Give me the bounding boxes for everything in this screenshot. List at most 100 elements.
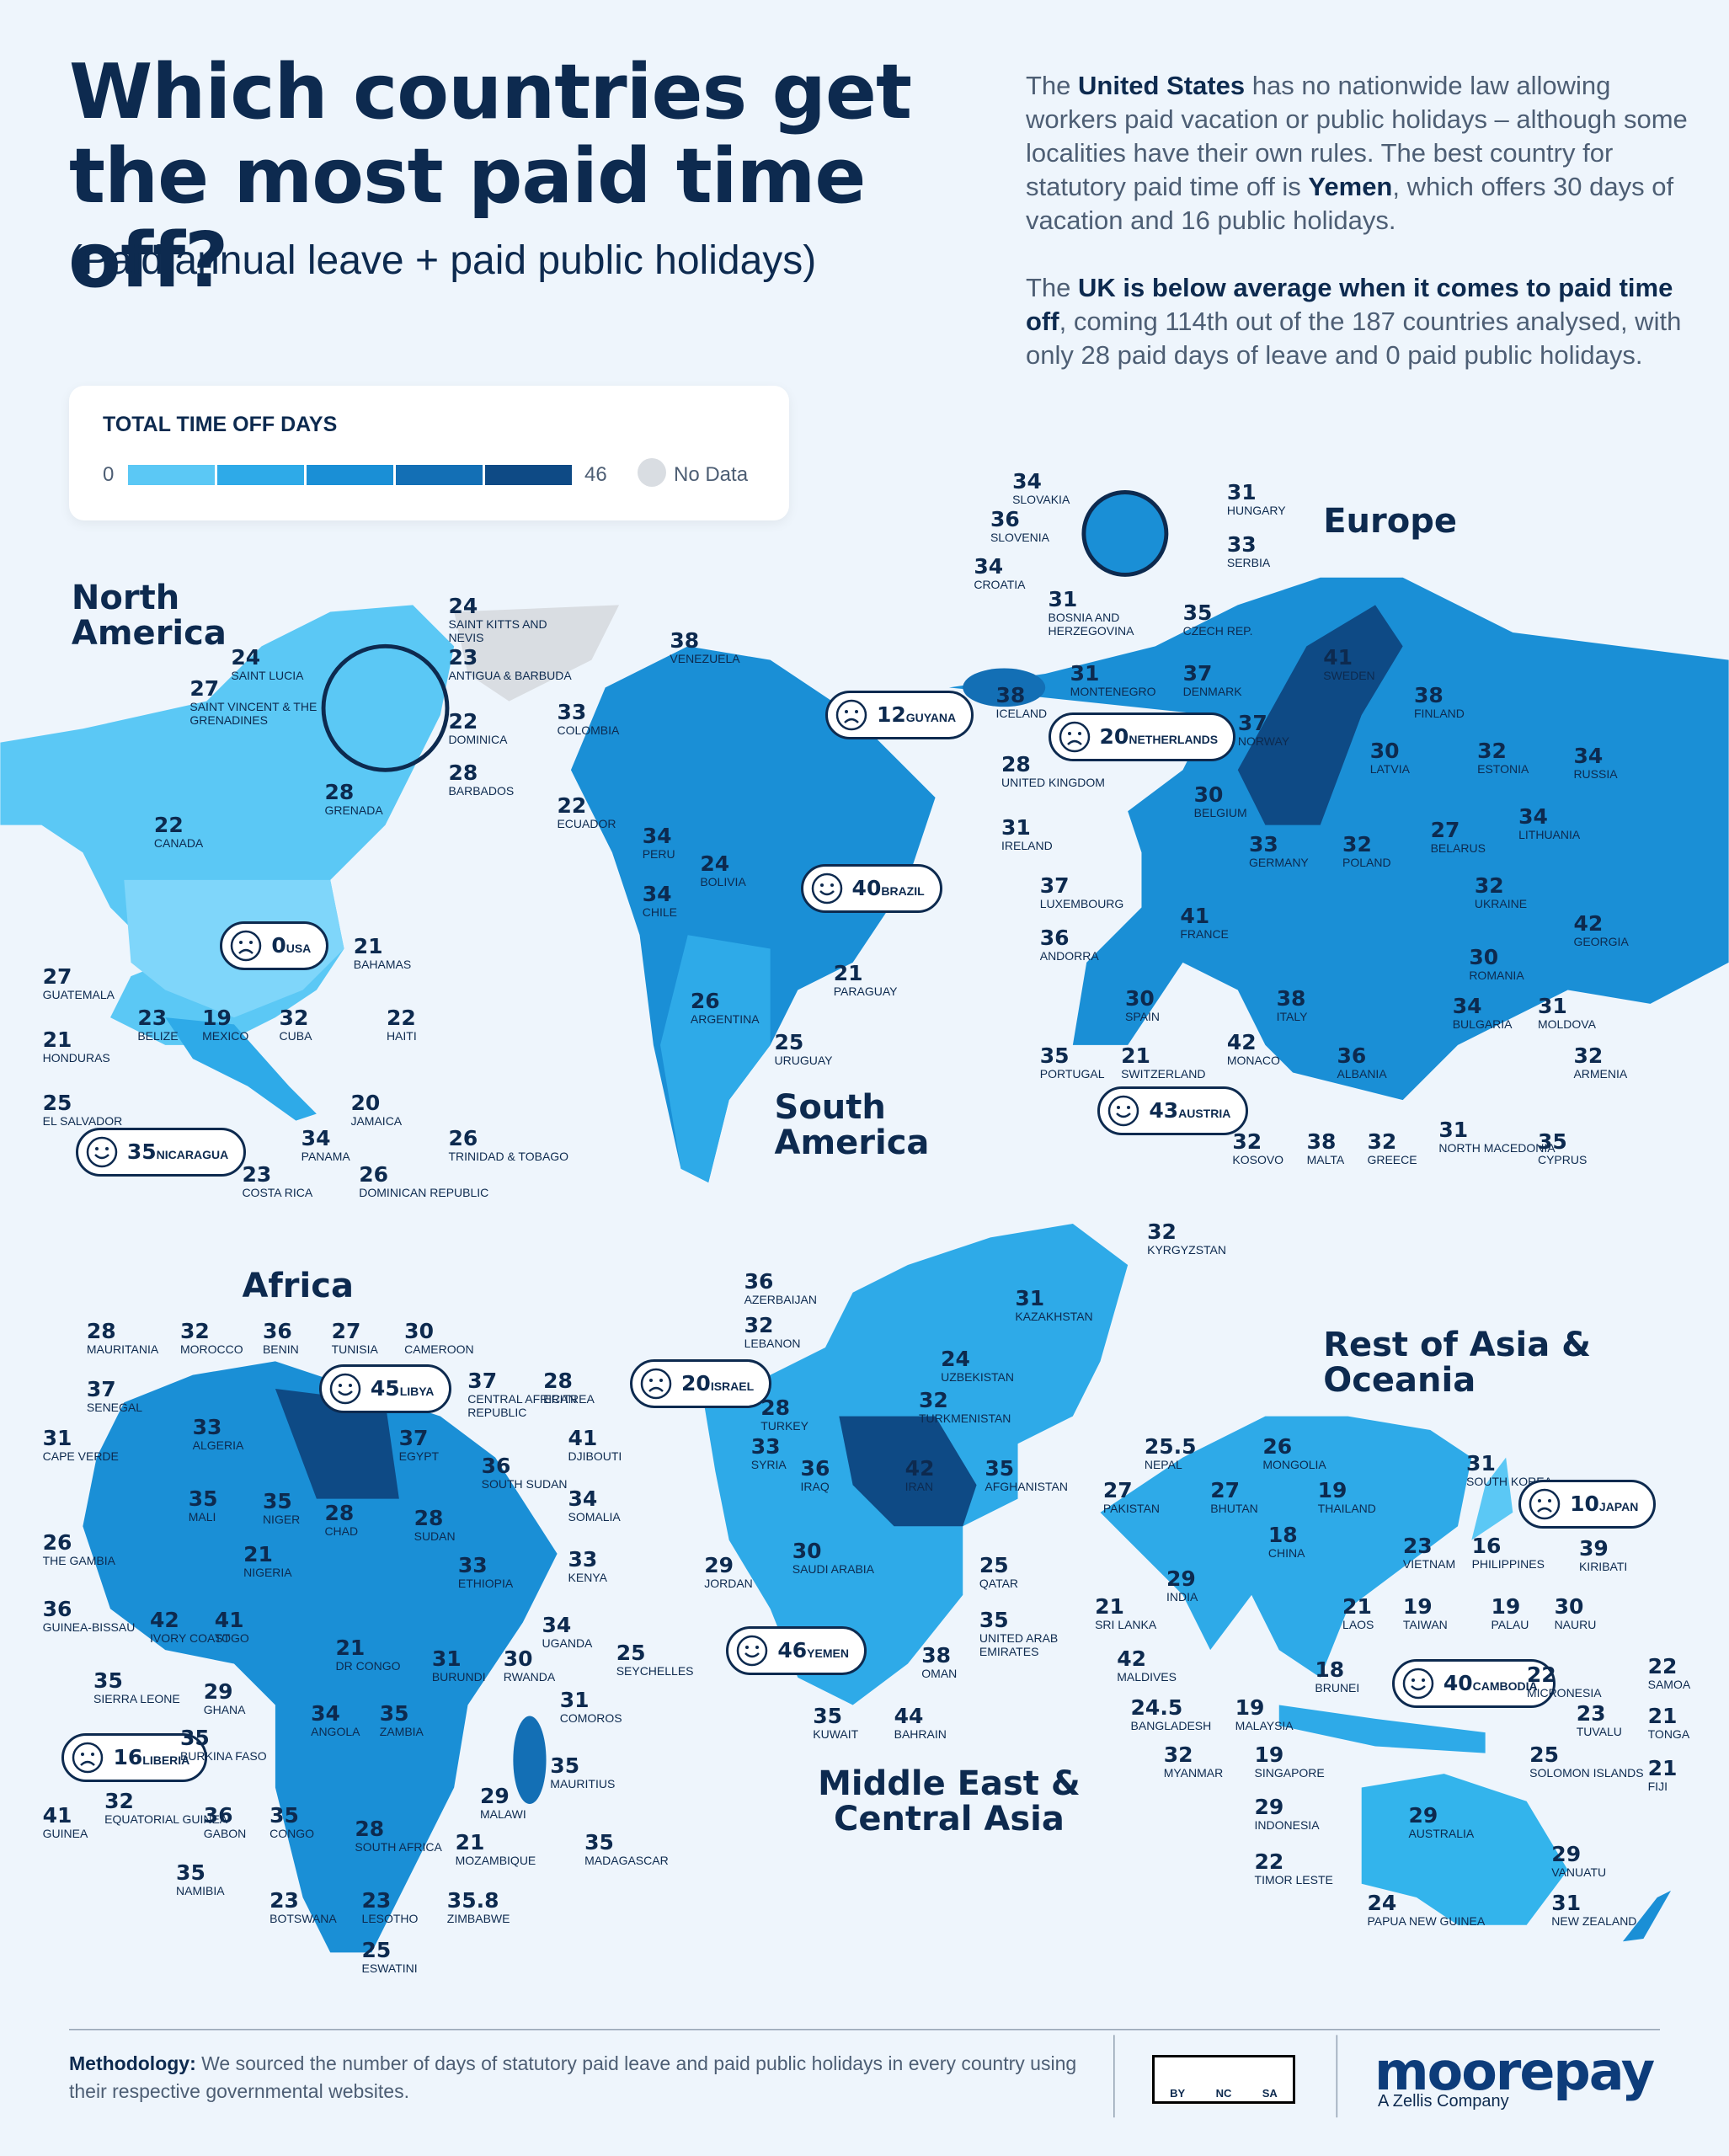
- intro-text: United States: [1078, 71, 1246, 100]
- country-name: NAMIBIA: [176, 1884, 225, 1898]
- sad-icon: [1059, 721, 1090, 753]
- country-name: PAPUA NEW GUINEA: [1367, 1914, 1486, 1929]
- country-value: 40: [851, 875, 882, 900]
- country-label: 21 SWITZERLAND: [1121, 1045, 1205, 1081]
- country-label: 34 BULGARIA: [1453, 995, 1513, 1032]
- country-value: 22: [557, 793, 587, 819]
- region-heading: North America: [71, 579, 227, 654]
- country-name: IRAN: [905, 1480, 934, 1494]
- country-name: HAITI: [386, 1028, 417, 1043]
- sad-icon: [72, 1742, 104, 1774]
- country-label: 24.5 BANGLADESH: [1131, 1697, 1212, 1733]
- sad-icon: [231, 931, 262, 962]
- country-value: 30: [1469, 944, 1499, 969]
- country-name: GEORGIA: [1573, 935, 1629, 949]
- country-name: COSTA RICA: [242, 1185, 313, 1199]
- country-name: THAILAND: [1317, 1502, 1376, 1516]
- country-name: DENMARK: [1182, 685, 1242, 699]
- methodology: Methodology: We sourced the number of da…: [69, 2050, 1080, 2105]
- country-value: 31: [1226, 479, 1257, 504]
- legend-swatch: [217, 465, 304, 485]
- country-label: 42 MALDIVES: [1117, 1647, 1177, 1684]
- country-value: 24: [448, 594, 478, 619]
- sad-icon: [640, 1368, 672, 1399]
- country-value: 30: [1193, 782, 1224, 807]
- country-label: 34 ANGOLA: [311, 1702, 360, 1738]
- country-name: MALTA: [1306, 1152, 1345, 1166]
- asia-shape: [1100, 1416, 1472, 1678]
- country-value: 28: [324, 779, 355, 804]
- country-label: 37 LUXEMBOURG: [1040, 874, 1124, 910]
- country-value: 22: [386, 1005, 416, 1030]
- country-name: ERITREA: [543, 1391, 595, 1406]
- country-value: 31: [1070, 661, 1100, 686]
- country-label: 22 ECUADOR: [557, 793, 616, 831]
- country-name: LATVIA: [1369, 761, 1410, 776]
- country-label: 26 DOMINICAN REPUBLIC: [359, 1163, 488, 1199]
- country-name: SOLOMON ISLANDS: [1529, 1765, 1644, 1780]
- country-value: 29: [1408, 1802, 1438, 1828]
- country-label: 19 THAILAND: [1317, 1480, 1376, 1516]
- country-value: 35: [262, 1489, 292, 1514]
- country-name: IRELAND: [1001, 839, 1053, 853]
- country-label: 34 CHILE: [643, 883, 677, 919]
- country-label: 31 HUNGARY: [1226, 479, 1286, 517]
- country-value: 46: [777, 1637, 808, 1662]
- country-label: 32 MYANMAR: [1164, 1743, 1224, 1780]
- country-name: SLOVAKIA: [1012, 492, 1070, 506]
- country-name: GUINEA: [42, 1826, 88, 1840]
- country-value: 30: [1125, 985, 1155, 1011]
- badge-text: 40CAMBODIA: [1444, 1672, 1538, 1694]
- country-badge: 40BRAZIL: [800, 863, 942, 913]
- country-label: 27 BHUTAN: [1210, 1480, 1258, 1516]
- country-label: 26 TRINIDAD & TOBAGO: [448, 1128, 568, 1164]
- country-name: BELARUS: [1430, 841, 1486, 856]
- country-label: 25 EL SALVADOR: [43, 1091, 123, 1128]
- country-label: 24 PAPUA NEW GUINEA: [1367, 1892, 1486, 1929]
- country-label: 22 MICRONESIA: [1527, 1664, 1602, 1700]
- country-value: 25: [979, 1552, 1009, 1577]
- country-label: 35 KUWAIT: [813, 1705, 858, 1742]
- country-label: 28 SOUTH AFRICA: [355, 1818, 441, 1854]
- country-name: UNITED KINGDOM: [1001, 776, 1105, 790]
- country-name: MAURITANIA: [86, 1342, 159, 1356]
- title: Which countries get the most paid time o…: [69, 48, 912, 305]
- country-label: 41 TOGO: [215, 1609, 249, 1645]
- intro-text: has no nationwide law allowing workers p…: [1026, 71, 1688, 201]
- country-label: 32 CUBA: [280, 1006, 312, 1043]
- country-name: LITHUANIA: [1518, 828, 1581, 842]
- country-name: INDONESIA: [1254, 1818, 1320, 1833]
- badge-text: 0USA: [271, 935, 311, 957]
- country-value: 26: [42, 1530, 72, 1556]
- country-label: 31 IRELAND: [1001, 817, 1053, 853]
- country-value: 36: [262, 1318, 292, 1343]
- country-label: 33 GERMANY: [1249, 833, 1309, 869]
- country-value: 26: [690, 988, 720, 1013]
- country-name: MONTENEGRO: [1070, 685, 1156, 699]
- country-label: 31 MOLDOVA: [1538, 995, 1596, 1032]
- country-name: YEMEN: [807, 1646, 849, 1660]
- methodology-label: Methodology:: [69, 2052, 196, 2074]
- country-name: KIRIBATI: [1578, 1559, 1628, 1573]
- country-name: LIBERIA: [142, 1753, 190, 1767]
- country-label: 21 NIGERIA: [243, 1543, 292, 1579]
- country-label: 38 FINLAND: [1414, 685, 1465, 721]
- country-label: 22 CANADA: [154, 814, 203, 850]
- country-name: USA: [285, 942, 312, 956]
- country-label: 24 UZBEKISTAN: [941, 1348, 1014, 1384]
- intro-text: , which offers 30 days of vacation and 1…: [1026, 172, 1674, 235]
- country-value: 31: [1438, 1118, 1469, 1143]
- country-value: 23: [269, 1888, 299, 1913]
- country-value: 22: [1254, 1849, 1284, 1875]
- country-value: 23: [448, 644, 478, 670]
- country-label: 21 HONDURAS: [43, 1028, 110, 1065]
- country-label: 29 JORDAN: [704, 1554, 753, 1590]
- country-label: 31 KAZAKHSTAN: [1015, 1287, 1092, 1323]
- legend-swatch: [307, 465, 393, 485]
- region-heading: Rest of Asia & Oceania: [1323, 1326, 1592, 1401]
- country-value: 32: [1477, 738, 1507, 763]
- country-label: 29 INDIA: [1166, 1567, 1198, 1604]
- country-label: 39 KIRIBATI: [1578, 1537, 1628, 1573]
- country-name: GUINEA-BISSAU: [42, 1620, 136, 1634]
- country-label: 33 ALGERIA: [193, 1417, 244, 1453]
